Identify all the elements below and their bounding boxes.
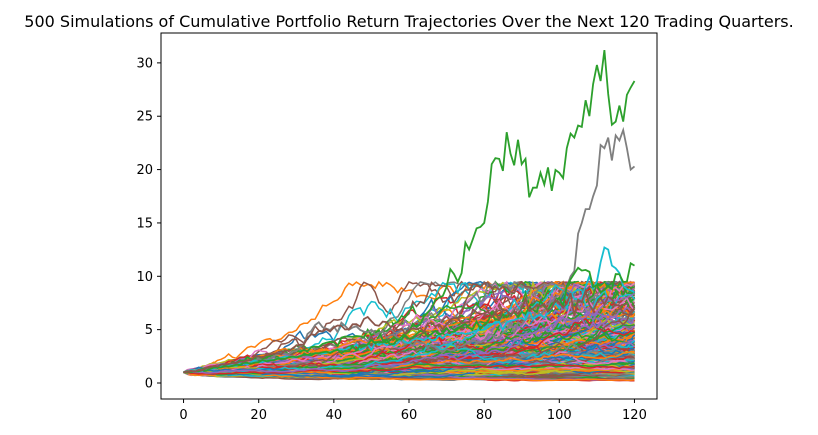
- y-tick-label: 5: [145, 323, 153, 338]
- series-layer: [183, 49, 636, 382]
- y-tick-label: 0: [145, 376, 153, 391]
- y-tick-label: 10: [136, 270, 153, 285]
- simulation-line: [183, 261, 635, 374]
- simulation-line: [183, 287, 636, 374]
- x-tick-label: 40: [326, 408, 343, 423]
- y-tick-label: 30: [136, 56, 153, 71]
- y-axis: 0 5 10 15 20 25 30: [136, 56, 161, 391]
- simulation-line: [183, 364, 635, 375]
- y-tick-label: 15: [136, 216, 153, 231]
- x-tick-label: 80: [476, 408, 493, 423]
- y-tick-label: 20: [136, 163, 153, 178]
- simulation-line: [183, 349, 635, 374]
- chart-title: 500 Simulations of Cumulative Portfolio …: [24, 12, 793, 31]
- y-tick-label: 25: [136, 110, 153, 125]
- x-tick-label: 120: [622, 408, 647, 423]
- x-tick-label: 0: [179, 408, 187, 423]
- x-tick-label: 60: [401, 408, 418, 423]
- x-tick-label: 20: [250, 408, 267, 423]
- x-axis: 0 20 40 60 80 100 120: [179, 399, 647, 423]
- x-tick-label: 100: [547, 408, 572, 423]
- simulation-line: [183, 292, 635, 374]
